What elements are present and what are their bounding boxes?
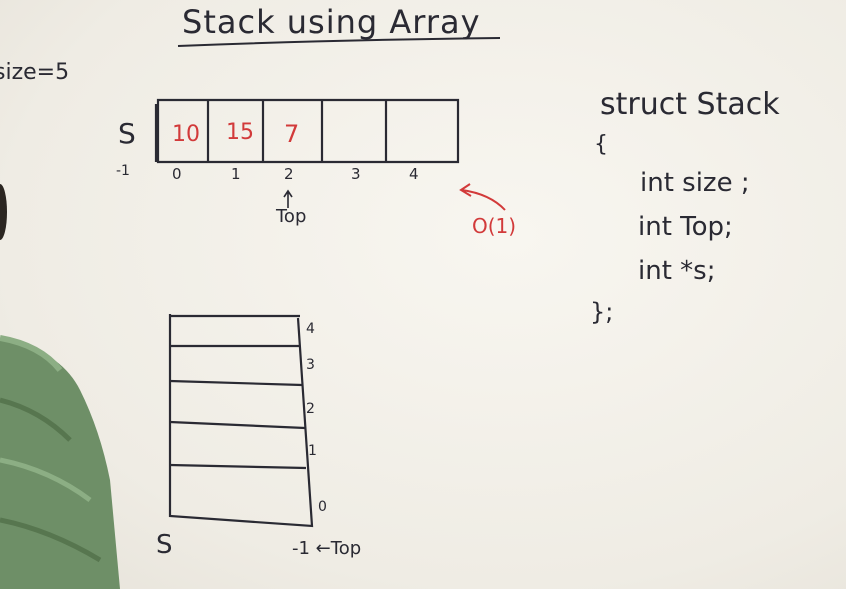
complexity-label: O(1) [472,214,517,238]
vstack-index-4: 4 [306,321,315,337]
vertical-stack-box [168,314,314,528]
presenter [0,184,120,589]
title-underline [177,37,501,47]
struct-header: struct Stack [600,87,780,122]
array-index-3: 3 [351,165,361,183]
vstack-index-2: 2 [306,401,315,417]
array-box [154,98,460,164]
top-arrow [283,189,293,208]
struct-field-1: int Top; [638,212,733,242]
array-top-label: Top [276,206,307,227]
vstack-bottom-label: -1 ←Top [292,538,362,559]
complexity-arrow [459,183,506,211]
vstack-index-3: 3 [306,357,315,373]
vstack-name: S [156,530,173,560]
struct-close: }; [590,298,614,326]
array-index-4: 4 [409,165,419,183]
array-cell-0: 10 [172,122,200,147]
struct-field-2: int *s; [638,256,716,286]
size-note: size=5 [0,60,70,85]
page-title: Stack using Array [182,3,481,41]
array-cell-1: 15 [226,120,254,145]
array-cell-2: 7 [284,120,300,148]
array-index-0: 0 [172,165,182,183]
struct-open-brace: { [594,132,608,157]
array-index-2: 2 [284,165,294,183]
array-index-1: 1 [231,165,241,183]
array-minus-one: -1 [116,163,130,179]
array-name: S [118,117,136,150]
vstack-index-1: 1 [308,443,317,459]
vstack-index-0: 0 [318,499,327,515]
struct-field-0: int size ; [640,168,750,198]
